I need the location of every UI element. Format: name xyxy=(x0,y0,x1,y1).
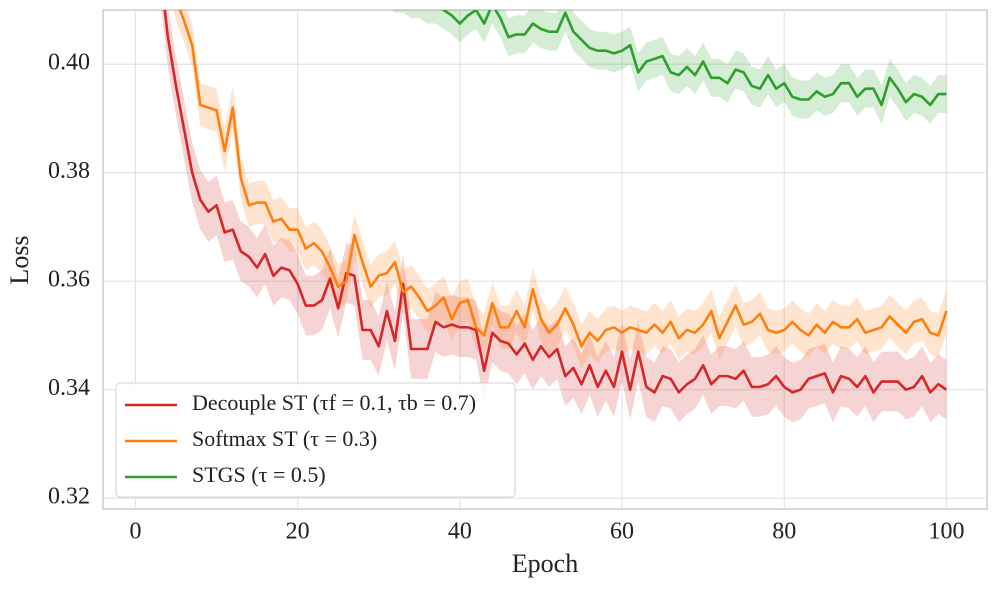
marks xyxy=(161,10,948,423)
y-tick-label: 0.38 xyxy=(48,158,90,184)
x-tick-label: 60 xyxy=(610,519,634,545)
x-tick-label: 80 xyxy=(772,519,796,545)
x-axis-label: Epoch xyxy=(512,549,578,578)
confidence-band xyxy=(161,10,947,423)
y-axis-label: Loss xyxy=(5,235,34,284)
y-tick-label: 0.34 xyxy=(48,375,90,401)
x-tick-label: 20 xyxy=(286,519,310,545)
legend-box xyxy=(115,382,516,498)
x-tick-label: 100 xyxy=(928,519,964,545)
legend: Decouple ST (τf = 0.1, τb = 0.7) Softmax … xyxy=(115,382,516,498)
labels: 0.32 0.34 0.36 0.38 0.40 0 20 40 60 80 100 xyxy=(48,50,964,545)
legend-label: Decouple ST (τf = 0.1, τb = 0.7) xyxy=(192,390,476,415)
y-tick-label: 0.40 xyxy=(48,50,90,76)
legend-label: STGS (τ = 0.5) xyxy=(192,462,326,487)
series-line xyxy=(441,10,947,107)
legend-label: Softmax ST (τ = 0.3) xyxy=(192,426,377,451)
series-line xyxy=(178,10,948,348)
y-tick-label: 0.36 xyxy=(48,267,90,293)
x-tick-label: 40 xyxy=(448,519,472,545)
x-tick-label: 0 xyxy=(129,519,141,545)
series-line xyxy=(163,10,948,394)
y-tick-label: 0.32 xyxy=(48,484,90,510)
